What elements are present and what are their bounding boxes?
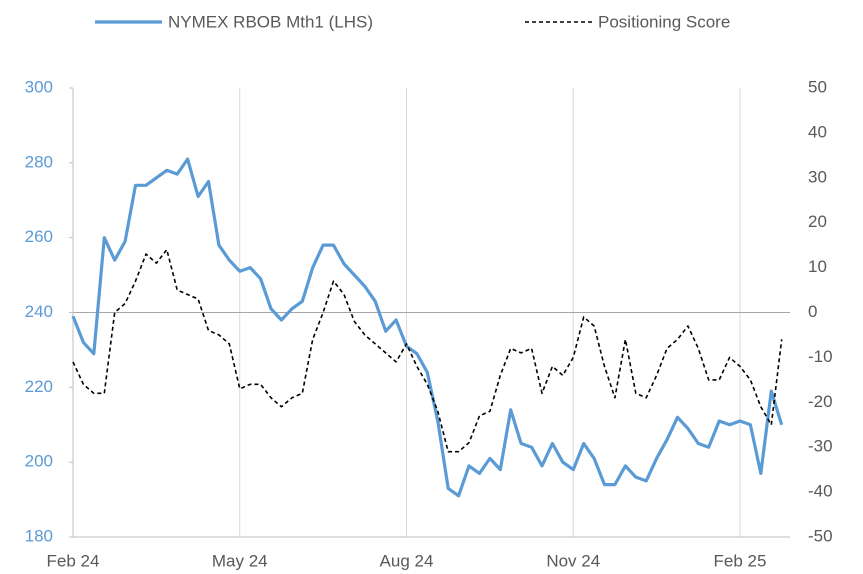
y-tick-label: 180 bbox=[25, 526, 53, 545]
legend-label: Positioning Score bbox=[598, 12, 730, 31]
y2-tick-label: 0 bbox=[808, 302, 817, 321]
x-tick-label: Aug 24 bbox=[380, 551, 434, 570]
x-tick-label: Nov 24 bbox=[546, 551, 600, 570]
y-tick-label: 240 bbox=[25, 302, 53, 321]
y2-tick-label: -20 bbox=[808, 392, 833, 411]
series-line bbox=[72, 248, 783, 453]
y-tick-label: 200 bbox=[25, 452, 53, 471]
series-line bbox=[71, 157, 784, 498]
x-tick-label: Feb 25 bbox=[714, 551, 767, 570]
y2-tick-label: 50 bbox=[808, 77, 827, 96]
y2-tick-label: 40 bbox=[808, 122, 827, 141]
y2-tick-label: -50 bbox=[808, 526, 833, 545]
y2-tick-label: 30 bbox=[808, 167, 827, 186]
y2-tick-label: -30 bbox=[808, 437, 833, 456]
legend-label: NYMEX RBOB Mth1 (LHS) bbox=[168, 12, 373, 31]
y2-tick-label: -10 bbox=[808, 347, 833, 366]
y2-tick-label: 10 bbox=[808, 257, 827, 276]
y-tick-label: 300 bbox=[25, 77, 53, 96]
x-tick-label: Feb 24 bbox=[47, 551, 100, 570]
y2-tick-label: 20 bbox=[808, 212, 827, 231]
y-tick-label: 280 bbox=[25, 152, 53, 171]
x-tick-label: May 24 bbox=[212, 551, 268, 570]
y2-tick-label: -40 bbox=[808, 482, 833, 501]
y-tick-label: 220 bbox=[25, 377, 53, 396]
y-tick-label: 260 bbox=[25, 227, 53, 246]
